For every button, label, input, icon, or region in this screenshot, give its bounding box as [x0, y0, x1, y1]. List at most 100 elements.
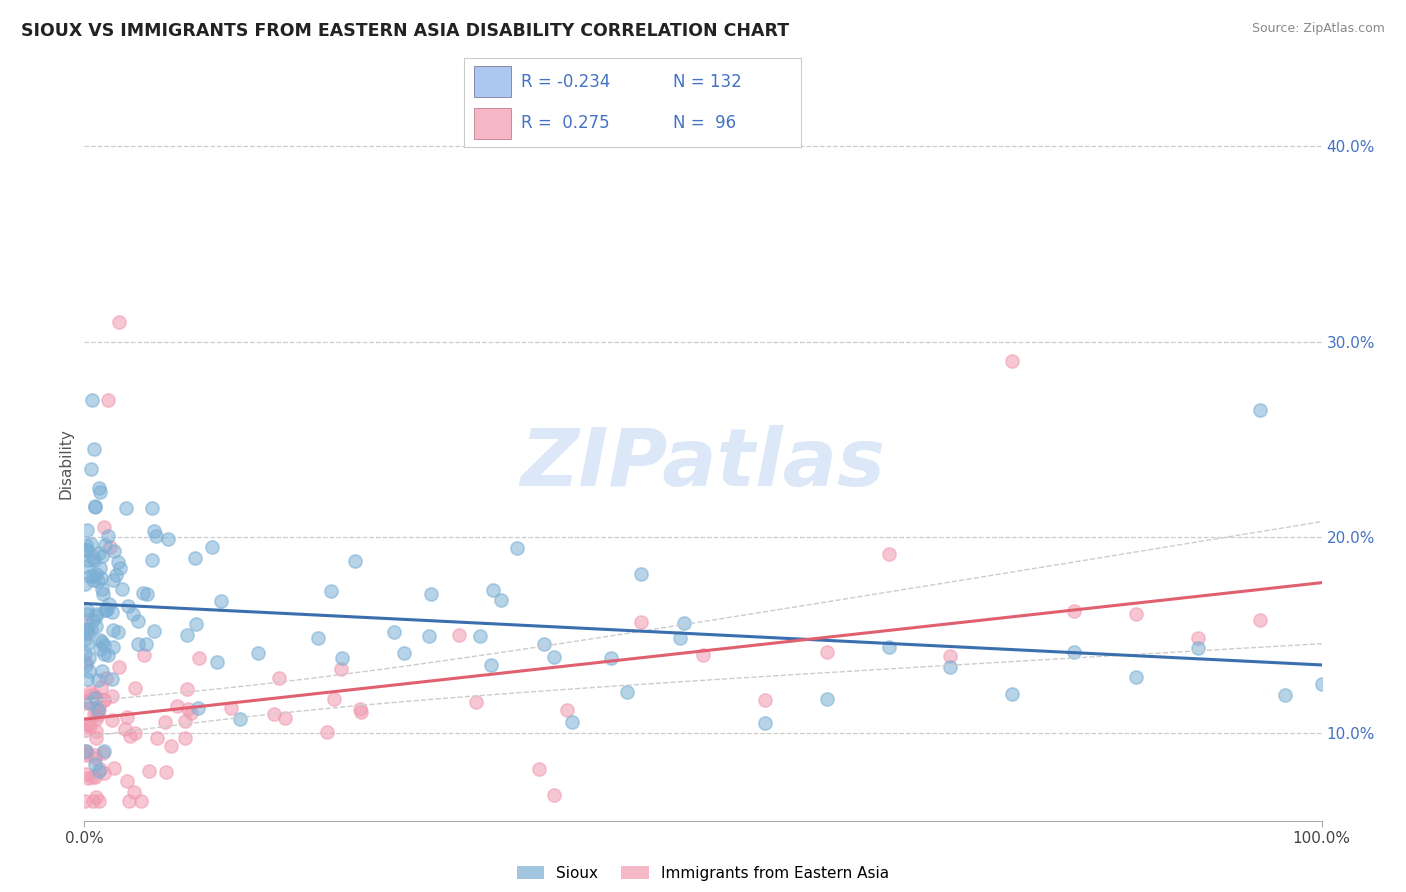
Text: R =  0.275: R = 0.275: [522, 114, 610, 132]
Point: [122, 785, 145, 799]
Point: [84, 724, 107, 739]
Point: [394, 647, 416, 661]
Point: [482, 582, 505, 597]
Point: [263, 706, 285, 721]
Point: [543, 788, 565, 802]
Point: [75, 632, 97, 646]
Point: [127, 637, 149, 651]
Point: [75, 614, 97, 628]
Point: [83, 442, 105, 457]
Point: [75, 658, 97, 673]
Point: [145, 529, 167, 543]
Point: [555, 703, 578, 717]
Point: [166, 698, 188, 713]
Point: [83, 689, 105, 703]
Point: [91, 746, 114, 760]
Point: [87, 708, 110, 723]
Point: [97, 529, 120, 543]
Point: [1125, 607, 1147, 621]
Point: [101, 605, 124, 619]
Point: [89, 762, 111, 776]
Point: [754, 693, 776, 707]
Point: [73, 697, 96, 711]
Point: [135, 587, 157, 601]
Point: [82, 613, 104, 627]
Point: [382, 624, 405, 639]
Point: [84, 731, 107, 746]
Point: [114, 722, 136, 736]
Point: [274, 711, 297, 725]
Point: [561, 714, 583, 729]
Point: [117, 794, 139, 808]
Point: [89, 484, 111, 499]
Point: [103, 761, 125, 775]
Point: [97, 648, 120, 662]
Point: [91, 665, 114, 679]
Point: [84, 770, 107, 784]
Point: [80, 393, 103, 408]
Point: [527, 763, 550, 777]
Point: [98, 540, 121, 554]
Point: [76, 623, 98, 637]
Point: [939, 660, 962, 674]
Point: [350, 705, 373, 719]
Point: [94, 603, 117, 617]
Point: [1001, 687, 1024, 701]
Point: [76, 694, 98, 708]
Point: [1249, 403, 1271, 417]
Point: [418, 629, 440, 643]
Point: [449, 628, 471, 642]
Point: [105, 568, 128, 582]
Point: [141, 553, 163, 567]
Point: [87, 574, 110, 588]
Point: [76, 607, 98, 621]
Point: [96, 671, 118, 685]
Point: [82, 573, 104, 587]
Point: [124, 681, 146, 695]
Point: [599, 651, 621, 665]
Point: [115, 710, 138, 724]
Point: [77, 651, 100, 665]
Point: [219, 700, 242, 714]
Point: [616, 685, 638, 699]
Point: [75, 625, 97, 640]
Point: [939, 648, 962, 663]
Point: [83, 500, 105, 515]
Point: [86, 790, 108, 805]
Point: [246, 646, 269, 660]
Point: [75, 655, 97, 669]
Point: [97, 393, 120, 408]
Bar: [474, 108, 512, 139]
Point: [90, 549, 112, 563]
Point: [124, 725, 146, 739]
Point: [108, 561, 131, 575]
Point: [308, 632, 330, 646]
Point: [155, 765, 177, 780]
Point: [117, 774, 139, 789]
Y-axis label: Disability: Disability: [58, 428, 73, 500]
Point: [75, 744, 97, 758]
Point: [79, 719, 101, 733]
Point: [76, 603, 98, 617]
Point: [77, 552, 100, 566]
Point: [80, 688, 103, 702]
Legend: Sioux, Immigrants from Eastern Asia: Sioux, Immigrants from Eastern Asia: [517, 866, 889, 880]
Point: [84, 691, 107, 706]
Point: [100, 689, 122, 703]
Point: [84, 567, 107, 582]
Point: [73, 723, 96, 738]
Point: [93, 744, 115, 758]
Point: [344, 554, 367, 568]
Point: [75, 747, 97, 762]
Point: [84, 756, 107, 771]
Point: [84, 619, 107, 633]
Point: [129, 794, 152, 808]
Text: R = -0.234: R = -0.234: [522, 72, 610, 91]
Point: [75, 744, 97, 758]
Point: [75, 538, 97, 552]
Point: [75, 622, 97, 636]
Point: [630, 566, 652, 581]
Point: [83, 553, 105, 567]
Point: [87, 698, 110, 713]
Point: [89, 561, 111, 575]
